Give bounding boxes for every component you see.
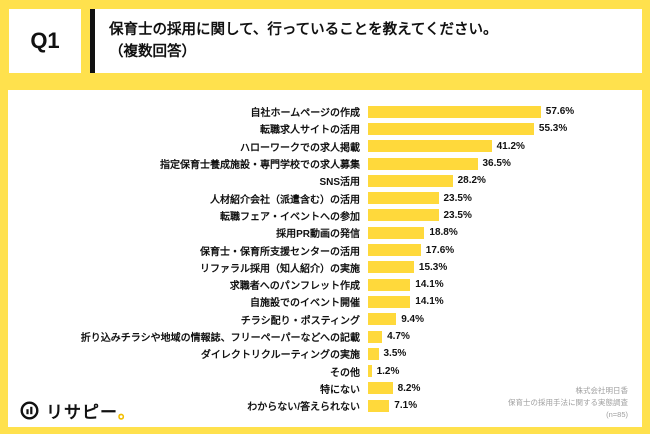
value-label: 14.1% — [415, 279, 444, 291]
value-label: 18.8% — [429, 227, 458, 239]
category-label: その他 — [330, 367, 360, 379]
bar — [368, 261, 414, 274]
bar — [368, 330, 383, 343]
category-label: ダイレクトリクルーティングの実施 — [200, 350, 360, 362]
source-note: 株式会社明日香 保育士の採用手法に関する実態調査 (n=85) — [508, 385, 628, 421]
header: Q1 保育士の採用に関して、行っていることを教えてください。 （複数回答） — [9, 9, 642, 73]
value-label: 7.1% — [394, 400, 418, 412]
bar — [368, 192, 439, 205]
value-label: 41.2% — [496, 140, 525, 152]
risapi-logo-icon — [20, 400, 39, 420]
bar — [368, 122, 534, 135]
value-label: 4.7% — [387, 331, 410, 342]
bar — [368, 347, 379, 360]
category-label: 転職フェア・イベントへの参加 — [220, 211, 360, 223]
category-label: 特にない — [320, 384, 360, 396]
category-label: チラシ配り・ポスティング — [240, 315, 360, 327]
category-label: 転職求人サイトの活用 — [260, 125, 360, 137]
bar-rows: 自社ホームページの作成 57.6% 転職求人サイトの活用 55.3% ハローワークでの求… — [8, 90, 642, 414]
bar-row: 求職者へのパンフレット作成 14.1% — [8, 276, 642, 293]
bar — [368, 174, 453, 187]
source-survey-name: 保育士の採用手法に関する実態調査 — [508, 398, 628, 407]
bar — [368, 140, 492, 153]
bar-row: 自施設でのイベント開催 14.1% — [8, 293, 642, 310]
bar-row: 人材紹介会社（派遣含む）の活用 23.5% — [8, 189, 642, 206]
bar — [368, 365, 372, 378]
bar-row: SNS活用 28.2% — [8, 172, 642, 189]
bar-row: 自社ホームページの作成 57.6% — [8, 103, 642, 120]
question-title-box: 保育士の採用に関して、行っていることを教えてください。 （複数回答） — [90, 9, 642, 73]
bar — [368, 295, 411, 308]
category-label: 人材紹介会社（派遣含む）の活用 — [210, 194, 360, 206]
bar — [368, 226, 425, 239]
bar — [368, 244, 421, 257]
value-label: 17.6% — [425, 244, 455, 256]
bar-row: 採用PR動画の発信 18.8% — [8, 224, 642, 241]
value-label: 8.2% — [397, 382, 421, 394]
value-label: 15.3% — [418, 261, 448, 273]
bar-row: 保育士・保育所支援センターの活用 17.6% — [8, 241, 642, 258]
bar-row: 転職求人サイトの活用 55.3% — [8, 120, 642, 137]
value-label: 1.2% — [376, 365, 400, 377]
bar — [368, 209, 439, 222]
value-label: 23.5% — [443, 192, 472, 204]
bar-row: わからない/答えられない 7.1% — [8, 397, 642, 414]
bar-row: ハローワークでの求人掲載 41.2% — [8, 138, 642, 155]
bar — [368, 399, 390, 412]
category-label: 自施設でのイベント開催 — [250, 298, 360, 310]
value-label: 57.6% — [545, 106, 575, 118]
category-label: 指定保育士養成施設・専門学校での求人募集 — [160, 160, 360, 172]
bar-row: ダイレクトリクルーティングの実施 3.5% — [8, 345, 642, 362]
category-label: わからない/答えられない — [247, 402, 360, 414]
category-label: ハローワークでの求人掲載 — [240, 142, 360, 154]
value-label: 55.3% — [538, 123, 568, 135]
bar — [368, 313, 397, 326]
risapi-logo: リサピー。 — [8, 393, 160, 427]
value-label: 14.1% — [415, 296, 444, 308]
bar — [368, 382, 393, 395]
value-label: 23.5% — [443, 209, 472, 221]
category-label: 自社ホームページの作成 — [250, 108, 361, 120]
question-number-badge: Q1 — [9, 9, 81, 73]
question-title-line2: （複数回答） — [109, 44, 196, 60]
bar — [368, 105, 541, 118]
bar-row: その他 1.2% — [8, 362, 642, 379]
risapi-logo-period: 。 — [117, 402, 136, 422]
bar-row: チラシ配り・ポスティング 9.4% — [8, 311, 642, 328]
value-label: 3.5% — [383, 348, 407, 360]
source-company: 株式会社明日香 — [575, 386, 629, 395]
value-label: 9.4% — [401, 313, 424, 325]
category-label: SNS活用 — [319, 177, 360, 189]
bar-row: 転職フェア・イベントへの参加 23.5% — [8, 207, 642, 224]
bar — [368, 157, 478, 170]
risapi-logo-text: リサピー。 — [46, 402, 136, 422]
chart-panel: 自社ホームページの作成 57.6% 転職求人サイトの活用 55.3% ハローワークでの求… — [8, 90, 642, 427]
value-label: 28.2% — [457, 175, 486, 187]
bar-row: リファラル採用（知人紹介）の実施 15.3% — [8, 259, 642, 276]
bar-row: 特にない 8.2% — [8, 380, 642, 397]
question-title-line1: 保育士の採用に関して、行っていることを教えてください。 — [109, 21, 498, 38]
value-label: 36.5% — [482, 158, 511, 170]
bar — [368, 278, 411, 291]
category-label: 採用PR動画の発信 — [276, 229, 360, 241]
source-sample-size: (n=85) — [606, 410, 628, 419]
bar-row: 指定保育士養成施設・専門学校での求人募集 36.5% — [8, 155, 642, 172]
category-label: 求職者へのパンフレット作成 — [229, 281, 360, 293]
category-label: 折り込みチラシや地域の情報誌、フリーペーパーなどへの記載 — [80, 333, 360, 344]
bar-row: 折り込みチラシや地域の情報誌、フリーペーパーなどへの記載 4.7% — [8, 328, 642, 345]
category-label: リファラル採用（知人紹介）の実施 — [200, 263, 360, 275]
category-label: 保育士・保育所支援センターの活用 — [200, 246, 360, 258]
